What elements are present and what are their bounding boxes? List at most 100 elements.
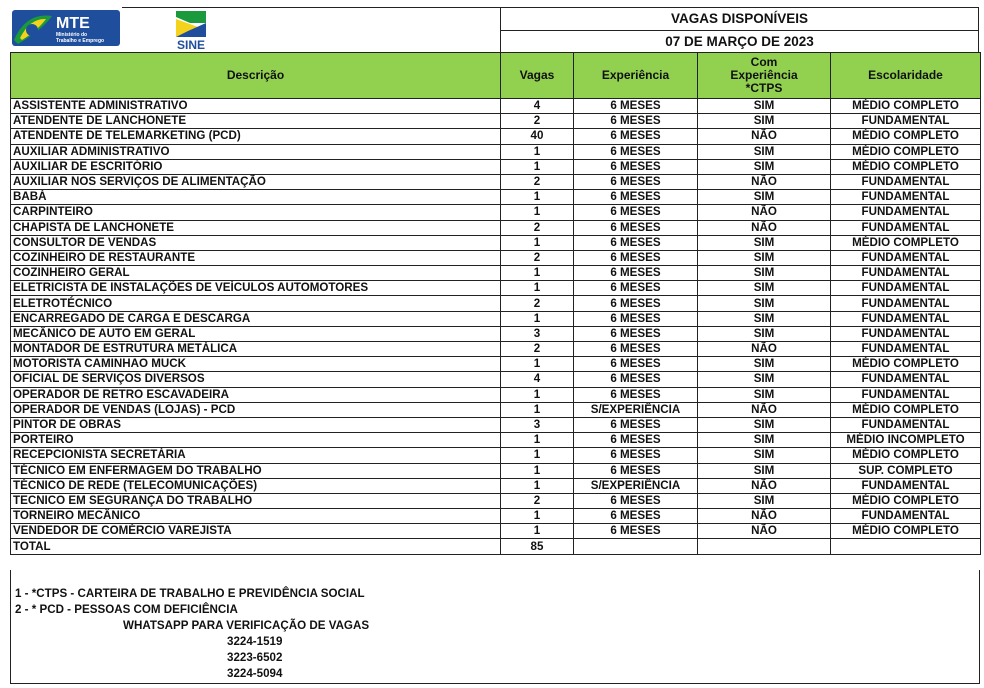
cell-vagas: 1 bbox=[500, 356, 574, 373]
cell-experiencia: 6 MESES bbox=[573, 295, 698, 312]
cell-ctps: SIM bbox=[697, 189, 831, 206]
cell-vagas: 3 bbox=[500, 416, 574, 434]
cell-descricao: TÉCNICO EM ENFERMAGEM DO TRABALHO bbox=[10, 462, 501, 479]
cell-ctps: NÃO bbox=[697, 219, 831, 236]
cell-vagas: 1 bbox=[500, 310, 574, 327]
cell-escolaridade: MÉDIO COMPLETO bbox=[830, 447, 981, 464]
title-box: VAGAS DISPONÍVEIS 07 DE MARÇO DE 2023 bbox=[500, 7, 979, 52]
cell-vagas: 1 bbox=[500, 462, 574, 479]
cell-experiencia: S/EXPERIÊNCIA bbox=[573, 477, 698, 494]
cell-escolaridade: MÉDIO COMPLETO bbox=[830, 128, 981, 145]
empty-cell bbox=[697, 538, 831, 555]
cell-descricao: AUXILIAR ADMINISTRATIVO bbox=[10, 143, 501, 160]
cell-descricao: TECNICO EM SEGURANÇA DO TRABALHO bbox=[10, 492, 501, 510]
cell-escolaridade: MÉDIO COMPLETO bbox=[830, 492, 981, 510]
cell-experiencia: 6 MESES bbox=[573, 189, 698, 206]
table-row: COZINHEIRO DE RESTAURANTE 2 6 MESES SIM FUND… bbox=[10, 249, 981, 267]
cell-descricao: AUXILIAR NOS SERVIÇOS DE ALIMENTAÇÃO bbox=[10, 173, 501, 191]
cell-ctps: SIM bbox=[697, 462, 831, 479]
cell-experiencia: 6 MESES bbox=[573, 462, 698, 479]
cell-escolaridade: FUNDAMENTAL bbox=[830, 340, 981, 358]
cell-escolaridade: MÉDIO COMPLETO bbox=[830, 401, 981, 418]
cell-ctps: SIM bbox=[697, 113, 831, 130]
cell-vagas: 2 bbox=[500, 249, 574, 267]
cell-vagas: 1 bbox=[500, 477, 574, 494]
cell-vagas: 3 bbox=[500, 325, 574, 343]
cell-descricao: VENDEDOR DE COMÉRCIO VAREJISTA bbox=[10, 523, 501, 540]
cell-experiencia: 6 MESES bbox=[573, 356, 698, 373]
table-row: ENCARREGADO DE CARGA E DESCARGA 1 6 MESES S… bbox=[10, 310, 981, 327]
cell-experiencia: 6 MESES bbox=[573, 128, 698, 145]
cell-vagas: 1 bbox=[500, 234, 574, 251]
cell-descricao: CARPINTEIRO bbox=[10, 204, 501, 221]
table-row: ATENDENTE DE LANCHONETE 2 6 MESES SIM FUNDAM… bbox=[10, 113, 981, 130]
cell-descricao: ELETRICISTA DE INSTALAÇÕES DE VEÍCULOS A… bbox=[10, 280, 501, 297]
cell-vagas: 1 bbox=[500, 447, 574, 464]
cell-ctps: SIM bbox=[697, 249, 831, 267]
table-row: OPERADOR DE RETRO ESCAVADEIRA 1 6 MESES SIM… bbox=[10, 386, 981, 403]
cell-experiencia: 6 MESES bbox=[573, 143, 698, 160]
svg-text:Trabalho e Emprego: Trabalho e Emprego bbox=[56, 38, 104, 44]
cell-descricao: ATENDENTE DE LANCHONETE bbox=[10, 113, 501, 130]
top-border bbox=[122, 7, 502, 8]
total-label: TOTAL bbox=[10, 538, 501, 555]
cell-ctps: SIM bbox=[697, 492, 831, 510]
cell-escolaridade: MÉDIO COMPLETO bbox=[830, 234, 981, 251]
cell-vagas: 1 bbox=[500, 508, 574, 525]
cell-experiencia: S/EXPERIÊNCIA bbox=[573, 401, 698, 418]
cell-escolaridade: FUNDAMENTAL bbox=[830, 508, 981, 525]
col-ctps: Com Experiência *CTPS bbox=[697, 52, 831, 99]
phone: 3224-1519 bbox=[227, 635, 283, 648]
cell-vagas: 2 bbox=[500, 340, 574, 358]
cell-descricao: ENCARREGADO DE CARGA E DESCARGA bbox=[10, 310, 501, 327]
table-row: AUXILIAR DE ESCRITÓRIO 1 6 MESES SIM MÉDIO C… bbox=[10, 158, 981, 175]
cell-escolaridade: MÉDIO COMPLETO bbox=[830, 356, 981, 373]
table-row: BABÁ 1 6 MESES SIM FUNDAMENTAL bbox=[10, 189, 981, 206]
table-row: ELETRICISTA DE INSTALAÇÕES DE VEÍCULOS A… bbox=[10, 280, 981, 297]
cell-vagas: 1 bbox=[500, 158, 574, 175]
cell-escolaridade: FUNDAMENTAL bbox=[830, 113, 981, 130]
cell-experiencia: 6 MESES bbox=[573, 310, 698, 327]
cell-escolaridade: FUNDAMENTAL bbox=[830, 416, 981, 434]
svg-text:MTE: MTE bbox=[56, 15, 90, 32]
cell-vagas: 4 bbox=[500, 97, 574, 115]
table-row: MECÂNICO DE AUTO EM GERAL 3 6 MESES SIM FUND… bbox=[10, 325, 981, 343]
phone: 3224-5094 bbox=[227, 667, 283, 680]
cell-ctps: SIM bbox=[697, 432, 831, 449]
cell-escolaridade: FUNDAMENTAL bbox=[830, 295, 981, 312]
cell-descricao: OFICIAL DE SERVIÇOS DIVERSOS bbox=[10, 371, 501, 388]
cell-escolaridade: FUNDAMENTAL bbox=[830, 280, 981, 297]
cell-vagas: 1 bbox=[500, 401, 574, 418]
cell-experiencia: 6 MESES bbox=[573, 416, 698, 434]
cell-descricao: MECÂNICO DE AUTO EM GERAL bbox=[10, 325, 501, 343]
cell-escolaridade: FUNDAMENTAL bbox=[830, 371, 981, 388]
cell-ctps: SIM bbox=[697, 447, 831, 464]
cell-escolaridade: FUNDAMENTAL bbox=[830, 477, 981, 494]
cell-experiencia: 6 MESES bbox=[573, 325, 698, 343]
cell-experiencia: 6 MESES bbox=[573, 523, 698, 540]
cell-ctps: NÃO bbox=[697, 477, 831, 494]
cell-experiencia: 6 MESES bbox=[573, 204, 698, 221]
phone: 3223-6502 bbox=[227, 651, 283, 664]
cell-descricao: TÉCNICO DE REDE (TELECOMUNICAÇÕES) bbox=[10, 477, 501, 494]
table-row: OPERADOR DE VENDAS (LOJAS) - PCD 1 S/EXPER… bbox=[10, 401, 981, 418]
col-vagas: Vagas bbox=[500, 52, 574, 99]
cell-vagas: 1 bbox=[500, 189, 574, 206]
cell-descricao: PINTOR DE OBRAS bbox=[10, 416, 501, 434]
table-row: RECEPCIONISTA SECRETÁRIA 1 6 MESES SIM MÉDIO… bbox=[10, 447, 981, 464]
note-pcd: 2 - * PCD - PESSOAS COM DEFICIÊNCIA bbox=[15, 603, 238, 616]
cell-ctps: SIM bbox=[697, 295, 831, 312]
cell-vagas: 2 bbox=[500, 492, 574, 510]
table-row: MOTORISTA CAMINHAO MUCK 1 6 MESES SIM MÉDIO … bbox=[10, 356, 981, 373]
cell-ctps: SIM bbox=[697, 280, 831, 297]
cell-experiencia: 6 MESES bbox=[573, 492, 698, 510]
cell-vagas: 1 bbox=[500, 265, 574, 282]
page-date: 07 DE MARÇO DE 2023 bbox=[665, 34, 814, 49]
table-row: CONSULTOR DE VENDAS 1 6 MESES SIM MÉDIO COMP… bbox=[10, 234, 981, 251]
cell-descricao: CONSULTOR DE VENDAS bbox=[10, 234, 501, 251]
cell-ctps: SIM bbox=[697, 234, 831, 251]
cell-escolaridade: FUNDAMENTAL bbox=[830, 386, 981, 403]
table-row: PINTOR DE OBRAS 3 6 MESES SIM FUNDAMENTAL bbox=[10, 416, 981, 434]
table-row: TORNEIRO MECÂNICO 1 6 MESES NÃO FUNDAMENTAL bbox=[10, 508, 981, 525]
cell-experiencia: 6 MESES bbox=[573, 371, 698, 388]
